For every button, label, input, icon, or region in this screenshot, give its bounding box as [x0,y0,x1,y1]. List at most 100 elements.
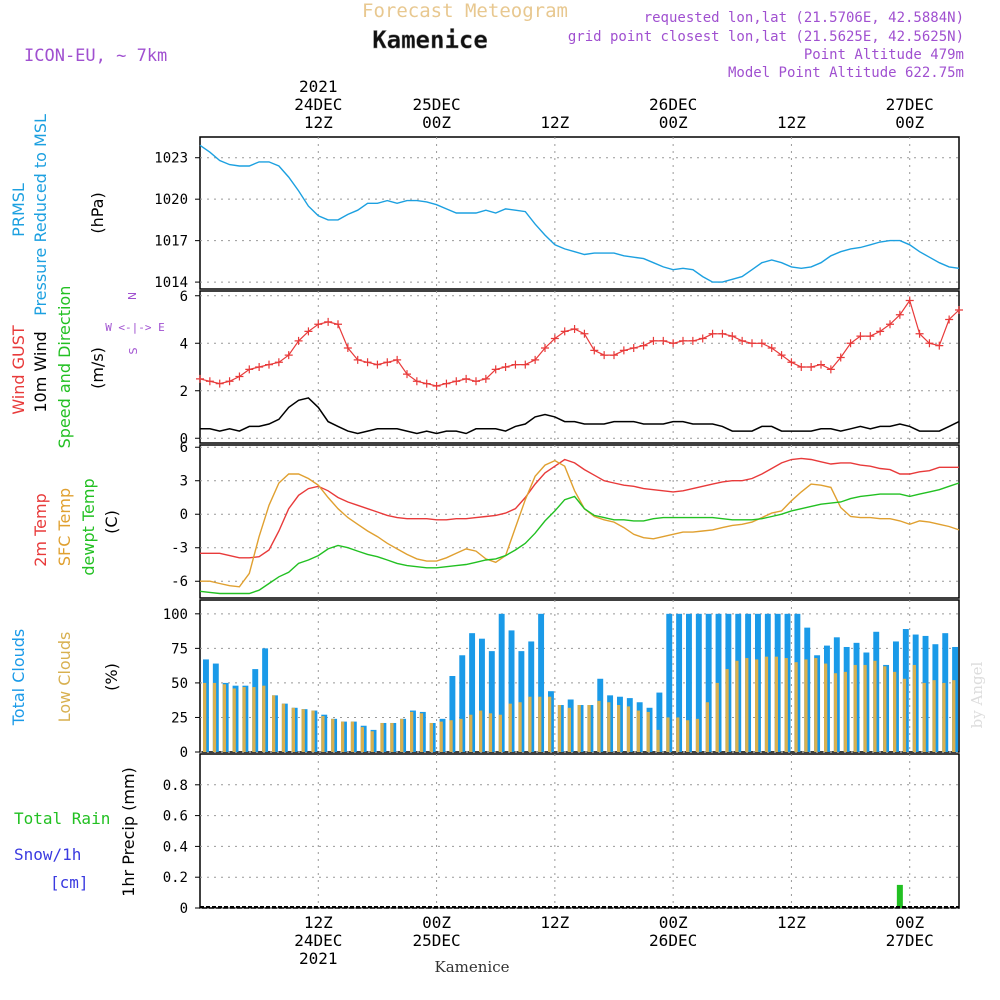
low-cloud-bar [952,680,956,752]
low-cloud-bar [212,682,217,752]
temp-sfc-label: SFC Temp [55,488,74,566]
gust-marker [284,351,293,360]
clouds-ytick-label: 50 [171,676,188,692]
top-time-label: 26DEC [649,95,697,114]
gust-marker [265,360,273,369]
gust-marker [383,358,392,367]
bottom-time-label: 2021 [299,949,338,968]
bottom-time-label: 12Z [777,913,806,932]
low-cloud-bar [587,705,591,752]
low-cloud-bar [350,721,355,752]
footer-location: Kamenice [435,958,510,976]
low-cloud-bar [449,720,453,752]
low-cloud-bar [863,664,867,752]
prmsl-label: PRMSL [9,183,28,237]
total-cloud-bar [538,613,545,752]
dewpt-line [199,482,960,595]
low-cloud-bar [370,731,374,752]
precip-ytick-label: 0.6 [163,809,188,825]
gust-marker [777,351,786,360]
gust-marker [550,334,559,343]
low-cloud-bar [705,702,709,752]
low-cloud-bar [617,705,621,752]
gust-marker [738,336,747,345]
low-cloud-bar [843,671,847,752]
gust-marker [886,320,894,329]
gust-marker [807,363,816,371]
gust-marker [600,351,609,360]
gust-marker [876,327,885,336]
low-cloud-bar [922,682,926,752]
snow-label: Snow/1h [14,845,81,864]
low-cloud-bar [824,663,828,752]
low-cloud-bar [281,703,286,752]
precip-ylabel: 1hr Precip (mm) [119,767,138,897]
temp-dewpt-label: dewpt Temp [79,478,98,575]
precip-frame [199,753,960,909]
low-cloud-bar [932,680,936,752]
forecast-title: Forecast Meteogram [362,0,568,22]
total-cloud-bar [656,692,663,752]
low-cloud-bar [360,727,364,752]
low-cloud-bar [636,710,640,752]
gust-marker [274,358,283,367]
gust-marker [343,344,352,352]
gust-marker [757,339,766,348]
low-cloud-bar [242,687,246,752]
point-altitude: Point Altitude 479m [804,47,964,63]
gust-marker [432,382,441,390]
bottom-time-label: 12Z [540,913,569,932]
top-time-label: 2021 [299,77,338,96]
compass-n: N [126,292,139,300]
pressure-unit: (hPa) [88,192,107,233]
low-cloud-bar [439,721,443,752]
low-cloud-bar [577,705,581,752]
total-cloud-bar [695,613,702,752]
low-cloud-bar [794,662,798,752]
low-cloud-bar [725,669,729,752]
total-cloud-bar [488,651,495,752]
low-cloud-bar [252,687,256,752]
gust-marker [294,336,303,345]
bottom-time-label: 26DEC [649,931,697,950]
gust-marker [501,363,510,371]
pressure-frame [199,136,960,290]
low-cloud-bar [873,660,877,752]
low-cloud-bar [853,664,857,752]
temp-ytick-label: -3 [171,541,188,557]
wind-gust-label: Wind GUST [9,325,28,415]
pressure-ytick-label: 1023 [154,151,188,167]
wind-speed-line [200,397,960,435]
low-cloud-bar [567,707,571,752]
gust-marker [915,329,924,338]
total-rain-label: Total Rain [14,809,110,828]
low-cloud-bar [666,717,670,752]
low-cloud-bar [804,659,808,752]
pressure-ytick-label: 1017 [154,234,188,250]
gust-marker [462,374,471,383]
snow-unit-label: [cm] [50,873,89,892]
gust-marker [255,363,264,371]
temp-labels: 2m Temp SFC Temp dewpt Temp (C) [31,478,121,575]
gust-marker [304,327,313,336]
low-cloud-bar [528,696,532,752]
bottom-time-label: 00Z [895,913,924,932]
total-cloud-bar [686,613,692,752]
gust-marker [619,346,628,355]
low-cloud-bar [676,717,680,752]
top-time-label: 12Z [304,113,333,132]
low-cloud-bar [774,656,778,752]
gust-marker [324,317,333,326]
pressure-ytick-label: 1020 [154,192,188,208]
wind-10m-label: 10m Wind [31,331,50,412]
plot-area: 10141017102010230246-6-3036025507510000.… [154,77,963,968]
requested-coords: requested lon,lat (21.5706E, 42.5884N) [644,10,964,26]
gust-marker [610,351,618,360]
bottom-time-label: 24DEC [294,931,342,950]
gust-marker [659,336,668,345]
precip-ytick-label: 0.2 [163,870,188,886]
compass-we: W <-|-> E [105,321,165,334]
gust-marker [531,355,540,364]
low-cloud-bar [548,696,552,752]
